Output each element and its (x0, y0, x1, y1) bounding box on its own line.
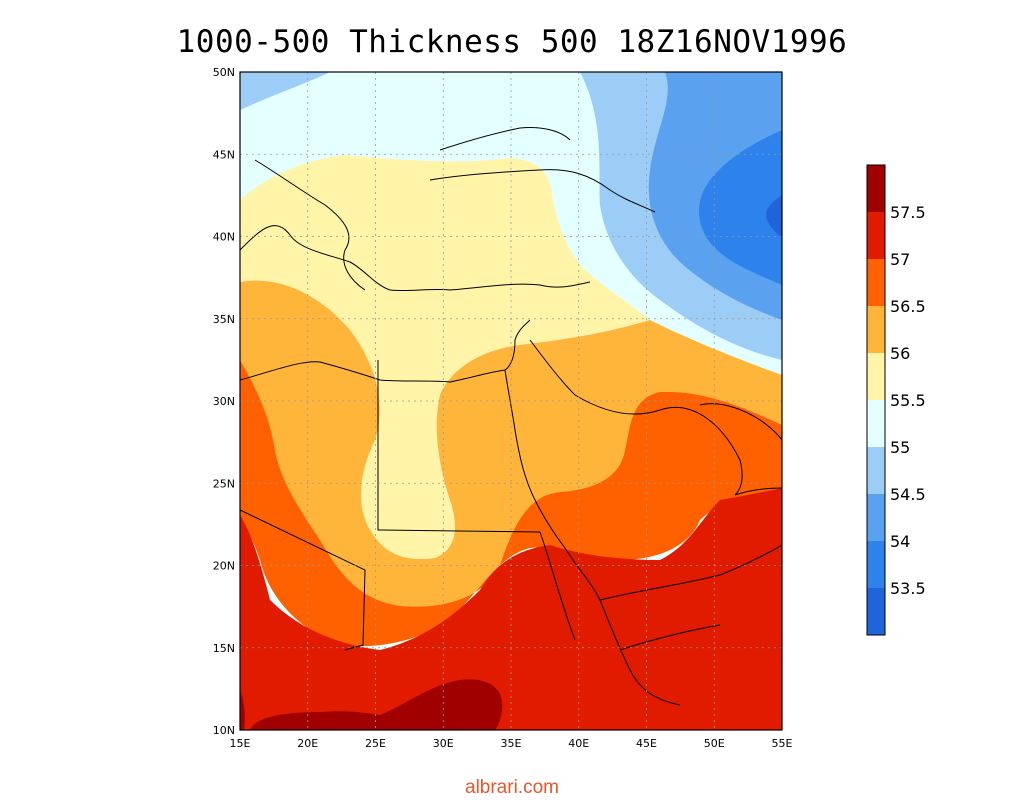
colorbar-label: 55.5 (890, 391, 926, 410)
lat-tick-label: 30N (213, 395, 235, 408)
band-57-57.5 (240, 488, 782, 730)
lat-tick-label: 40N (213, 231, 235, 244)
colorbar-label: 55 (890, 438, 910, 457)
colorbar-swatch (867, 494, 885, 542)
lon-tick-label: 40E (568, 737, 589, 750)
lon-tick-label: 35E (501, 737, 522, 750)
lat-tick-label: 15N (213, 642, 235, 655)
latitude-ticks: 50N 45N 40N 35N 30N 25N 20N 15N 10N (213, 66, 235, 737)
lon-tick-label: 30E (433, 737, 454, 750)
colorbar-swatch (867, 541, 885, 589)
lat-tick-label: 20N (213, 560, 235, 573)
band-53-53.5 (766, 195, 782, 238)
lat-tick-label: 50N (213, 66, 235, 79)
colorbar-swatch (867, 400, 885, 448)
band-56-56.5 (240, 280, 782, 607)
colorbar: 57.5 57 56.5 56 55.5 55 54.5 54 53.5 (866, 164, 926, 636)
colorbar-label: 54.5 (890, 485, 926, 504)
colorbar-swatch (867, 259, 885, 307)
grid-lines (240, 72, 782, 730)
longitude-ticks: 15E 20E 25E 30E 35E 40E 45E 50E 55E (230, 737, 793, 750)
colorbar-swatch (867, 306, 885, 354)
colorbar-frame (866, 164, 886, 636)
band-57.5-west (240, 690, 245, 730)
lat-tick-label: 45N (213, 148, 235, 161)
lon-tick-label: 55E (772, 737, 793, 750)
band-54.5-topleft (240, 72, 330, 110)
colorbar-label: 56.5 (890, 297, 926, 316)
colorbar-swatch (867, 588, 885, 636)
colorbar-swatch (867, 353, 885, 401)
band-53.5-54 (698, 130, 782, 285)
lat-tick-label: 35N (213, 313, 235, 326)
lat-tick-label: 10N (213, 724, 235, 737)
colorbar-label: 53.5 (890, 579, 926, 598)
colorbar-label: 57 (890, 250, 910, 269)
lon-tick-label: 20E (297, 737, 318, 750)
map-frame (239, 71, 783, 731)
lon-tick-label: 15E (230, 737, 251, 750)
colorbar-swatch (867, 165, 885, 213)
lon-tick-label: 25E (365, 737, 386, 750)
band-56.5-57 (240, 360, 782, 647)
colorbar-swatch (867, 212, 885, 260)
colorbar-label: 57.5 (890, 203, 926, 222)
watermark: albrari.com (465, 777, 559, 798)
band-57.5-south (250, 679, 503, 730)
colorbar-label: 56 (890, 344, 910, 363)
lon-tick-label: 45E (636, 737, 657, 750)
colorbar-swatch (867, 447, 885, 495)
lat-tick-label: 25N (213, 477, 235, 490)
band-55.5-56 (240, 155, 650, 560)
colorbar-label: 54 (890, 532, 910, 551)
map-title: 1000-500 Thickness 500 18Z16NOV1996 (176, 24, 848, 60)
lon-tick-label: 50E (704, 737, 725, 750)
